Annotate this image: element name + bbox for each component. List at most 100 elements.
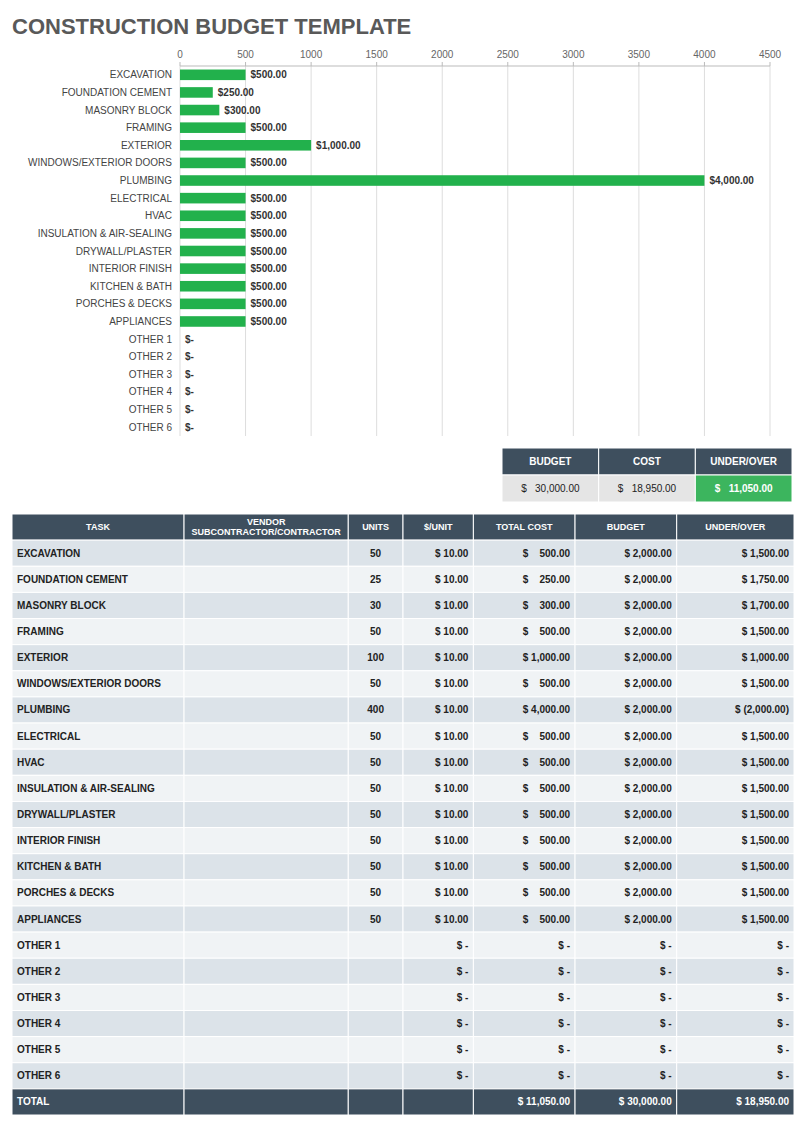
table-text: $ 10.00 — [435, 914, 469, 925]
table-cell — [348, 592, 403, 618]
table-cell — [473, 645, 575, 671]
table-text: $ 10.00 — [435, 835, 469, 846]
category-label: OTHER 6 — [129, 422, 173, 433]
text-line: BUDGET — [607, 522, 646, 532]
grid-line — [704, 66, 705, 436]
table-cell — [403, 619, 473, 645]
category-label: OTHER 5 — [129, 404, 173, 415]
table-cell — [184, 592, 348, 618]
table-text: 50 — [370, 861, 382, 872]
table-cell — [677, 854, 794, 880]
table-text: $ 2,000.00 — [624, 757, 672, 768]
table-text: $ 2,000.00 — [624, 861, 672, 872]
text-line: OTHER 2 — [17, 966, 61, 977]
text-line: $ 10.00 — [435, 548, 469, 559]
text-line: VENDOR — [247, 517, 286, 527]
table-text: OTHER 3 — [17, 992, 61, 1003]
axis-line — [180, 66, 770, 67]
table-cell — [473, 906, 575, 932]
table-text: $ 2,000.00 — [624, 600, 672, 611]
table-cell — [184, 619, 348, 645]
table-cell — [473, 671, 575, 697]
grid-line — [376, 66, 377, 436]
table-cell — [575, 906, 677, 932]
table-cell — [184, 1063, 348, 1089]
table-cell — [403, 1010, 473, 1036]
grid-line — [442, 66, 443, 436]
table-text: $ 500.00 — [523, 678, 571, 689]
text-line: FRAMING — [17, 626, 64, 637]
text-line: $ 10.00 — [435, 861, 469, 872]
tick — [311, 62, 312, 66]
bar — [180, 87, 213, 98]
table-total-cell — [12, 1089, 184, 1115]
table-cell — [473, 749, 575, 775]
table-text: 400 — [367, 704, 384, 715]
table-text: $ 10.00 — [435, 809, 469, 820]
table-cell — [575, 566, 677, 592]
grid-line — [770, 66, 771, 436]
text-line: 30 — [370, 600, 382, 611]
tick-label: 2500 — [497, 49, 520, 60]
text-line: $ 10.00 — [435, 809, 469, 820]
table-text: $ - — [558, 992, 570, 1003]
table-text: 50 — [370, 757, 382, 768]
category-label: EXTERIOR — [121, 140, 172, 151]
table-cell — [403, 1037, 473, 1063]
text-line: $ 2,000.00 — [624, 678, 672, 689]
text-line: $ - — [558, 1044, 570, 1055]
table-header: BUDGET — [607, 522, 646, 532]
table-cell — [677, 1010, 794, 1036]
table-cell — [12, 540, 184, 566]
table-cell — [12, 775, 184, 801]
text-line: $ 1,500.00 — [742, 548, 790, 559]
bar — [180, 175, 704, 186]
table-cell — [348, 984, 403, 1010]
table-text: 50 — [370, 835, 382, 846]
table-cell — [575, 1010, 677, 1036]
text-line: EXCAVATION — [17, 548, 80, 559]
table-text: $ - — [457, 1018, 469, 1029]
table-cell — [403, 932, 473, 958]
table-text: $ 500.00 — [523, 783, 571, 794]
table-cell — [575, 723, 677, 749]
table-cell — [473, 1063, 575, 1089]
table-cell — [12, 1063, 184, 1089]
table-text: 50 — [370, 809, 382, 820]
category-label: FRAMING — [126, 122, 172, 133]
table-text: $ - — [457, 1070, 469, 1081]
data-label: $- — [185, 404, 194, 415]
table-cell — [403, 592, 473, 618]
table-cell — [677, 671, 794, 697]
bar — [180, 299, 246, 310]
table-text: $ 2,000.00 — [624, 887, 672, 898]
table-cell — [403, 880, 473, 906]
table-text: $ 500.00 — [523, 548, 571, 559]
table-header-cell — [12, 514, 184, 540]
table-cell — [473, 1037, 575, 1063]
tick — [770, 62, 771, 66]
text-line: 50 — [370, 757, 382, 768]
text-line: $ - — [457, 940, 469, 951]
bar — [180, 70, 246, 81]
table-text: $ 1,700.00 — [742, 600, 790, 611]
table-cell — [575, 775, 677, 801]
table-text: $ - — [660, 1070, 672, 1081]
text-line: $ - — [558, 1070, 570, 1081]
text-line: $ - — [777, 940, 789, 951]
tick-label: 0 — [177, 49, 183, 60]
table-cell — [348, 645, 403, 671]
table-text: $ 1,500.00 — [742, 914, 790, 925]
text-line: $ 2,000.00 — [624, 809, 672, 820]
table-cell — [184, 775, 348, 801]
data-label: $500.00 — [251, 316, 288, 327]
table-cell — [575, 1063, 677, 1089]
table-cell — [575, 619, 677, 645]
table-text: $ - — [558, 1018, 570, 1029]
summary-header-cell — [599, 448, 696, 475]
table-text: $ 10.00 — [435, 704, 469, 715]
text-line: $ - — [660, 1018, 672, 1029]
data-label: $4,000.00 — [709, 175, 754, 186]
text-line: INSULATION & AIR-SEALING — [17, 783, 155, 794]
text-line: $ 30,000.00 — [619, 1096, 672, 1107]
